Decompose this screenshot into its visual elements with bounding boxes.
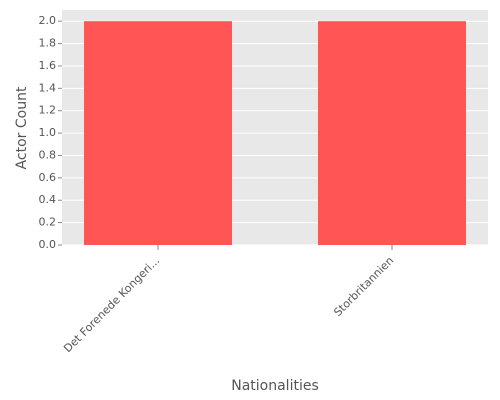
y-tick-label: 1.0 — [39, 126, 57, 139]
y-tick-label: 0.6 — [39, 171, 57, 184]
y-tick-label: 2.0 — [39, 14, 57, 27]
y-tick-label: 0.4 — [39, 193, 57, 206]
y-tick-label: 1.2 — [39, 104, 57, 117]
y-tick-label: 0.0 — [39, 238, 57, 251]
x-axis-title: Nationalities — [231, 378, 319, 394]
y-tick-label: 0.8 — [39, 148, 57, 161]
y-tick-label: 0.2 — [39, 216, 57, 229]
y-tick-label: 1.4 — [39, 81, 57, 94]
bar — [84, 21, 232, 245]
x-tick-label: Storbritannien — [331, 254, 396, 319]
x-tick-label: Det Forenede Kongeri... — [61, 254, 162, 355]
y-tick-label: 1.6 — [39, 59, 57, 72]
y-tick-label: 1.8 — [39, 37, 57, 50]
bar — [318, 21, 466, 245]
y-axis-title: Actor Count — [14, 86, 30, 169]
